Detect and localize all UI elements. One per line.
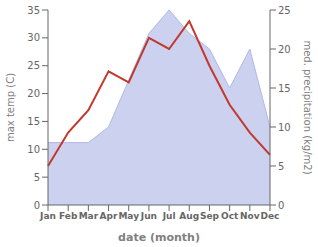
svg-text:10: 10	[278, 122, 291, 133]
svg-text:Nov: Nov	[240, 211, 260, 221]
svg-text:Mar: Mar	[79, 211, 99, 221]
svg-text:med. precipitation (kg/m2): med. precipitation (kg/m2)	[302, 40, 310, 174]
svg-text:25: 25	[27, 60, 40, 71]
svg-text:Aug: Aug	[179, 211, 199, 221]
svg-text:May: May	[118, 211, 139, 221]
svg-text:date (month): date (month)	[118, 231, 200, 244]
svg-text:Jul: Jul	[162, 211, 176, 221]
svg-text:10: 10	[27, 144, 40, 155]
svg-text:Oct: Oct	[221, 211, 239, 221]
svg-text:5: 5	[278, 161, 284, 172]
svg-text:15: 15	[27, 116, 40, 127]
svg-text:Apr: Apr	[100, 211, 118, 221]
svg-text:Jan: Jan	[39, 211, 56, 221]
svg-text:0: 0	[34, 200, 40, 211]
svg-text:Sep: Sep	[200, 211, 220, 221]
svg-text:35: 35	[27, 5, 40, 16]
svg-text:Jun: Jun	[140, 211, 157, 221]
svg-text:Dec: Dec	[261, 211, 280, 221]
svg-text:20: 20	[27, 88, 40, 99]
svg-text:0: 0	[278, 200, 284, 211]
svg-text:15: 15	[278, 83, 291, 94]
svg-text:5: 5	[34, 172, 40, 183]
svg-text:max temp (C): max temp (C)	[8, 73, 16, 142]
svg-text:25: 25	[278, 5, 291, 16]
svg-text:30: 30	[27, 32, 40, 43]
svg-text:20: 20	[278, 44, 291, 55]
svg-text:Feb: Feb	[59, 211, 78, 221]
